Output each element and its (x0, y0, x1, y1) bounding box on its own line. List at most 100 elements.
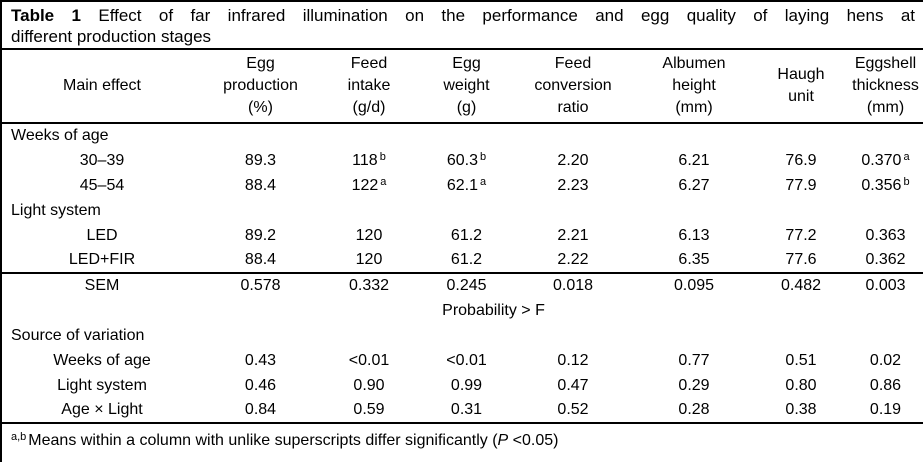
table-cell: 2.22 (557, 251, 589, 268)
table-cell: 6.35 (678, 251, 710, 268)
table-cell: 0.245 (446, 277, 487, 294)
section-row-light-system: Light system (2, 198, 923, 223)
footnote-text-end: <0.05) (508, 432, 559, 449)
table-cell: 0.99 (450, 376, 483, 394)
column-header-albumen-height: Albumen height (mm) (662, 55, 726, 116)
table-cell: 118 b (352, 150, 386, 169)
table-cell: 6.13 (678, 226, 710, 244)
section-row-weeks-of-age: Weeks of age (2, 123, 923, 148)
column-header-egg-weight: Egg weight (g) (443, 55, 490, 116)
results-table: Main effect Egg production (%) Feed intake(… (2, 48, 923, 424)
table-cell: 77.6 (785, 251, 817, 268)
table-cell: 0.51 (785, 351, 817, 369)
table-number: Table 1 (11, 6, 81, 25)
data-row-sem: SEM 0.578 0.332 0.245 0.018 0.095 0.482 … (2, 273, 923, 298)
probability-label: Probability > F (442, 301, 545, 319)
table-cell: 0.59 (353, 401, 385, 418)
footnote-superscript-marker: a,b (11, 431, 27, 443)
data-row-45-54: 45–54 88.4 122 a 62.1 a 2.23 6.27 77.9 0.3… (2, 173, 923, 198)
table-cell: 89.3 (244, 151, 277, 169)
table-cell: 76.9 (785, 151, 817, 169)
table-cell: 0.12 (557, 351, 589, 369)
table-caption: Table 1 Effect of far infrared illuminat… (2, 2, 923, 47)
table-cell: 0.19 (869, 401, 902, 418)
table-cell: 88.4 (244, 251, 277, 268)
table-cell: 2.20 (557, 151, 589, 169)
table-cell: 0.362 (865, 251, 906, 268)
data-row-led-fir: LED+FIR 88.4 120 61.2 2.22 6.35 77.6 0.3… (2, 248, 923, 273)
table-cell: 0.90 (353, 376, 385, 394)
column-header-feed-intake: Feed intake (g/d) (347, 55, 391, 116)
data-row-pvalue-weeks-of-age: Weeks of age 0.43 <0.01 <0.01 0.12 0.77 … (2, 348, 923, 373)
table-cell: 0.46 (244, 376, 277, 394)
table-cell: 122 a (351, 175, 387, 194)
table-cell: 62.1 a (446, 175, 487, 194)
table-cell: 77.2 (785, 226, 817, 244)
table-caption-text: Effect of far infrared illumination on t… (98, 6, 915, 25)
data-row-30-39: 30–39 89.3 118 b 60.3 b 2.20 6.21 76.9 0.3… (2, 148, 923, 173)
table-cell: 0.356 b (861, 175, 910, 194)
table-cell: <0.01 (446, 351, 487, 369)
row-label: Age × Light (61, 401, 143, 418)
table-cell: 6.21 (678, 151, 710, 169)
table-caption-line2: different production stages (11, 27, 212, 46)
table-cell: 0.38 (785, 401, 817, 418)
table-footnote: a,b Means within a column with unlike sup… (2, 424, 923, 450)
column-header-haugh-unit: Haugh unit (777, 66, 825, 105)
table-cell: 120 (355, 251, 383, 268)
row-label: LED+FIR (68, 251, 136, 268)
table-cell: 0.77 (678, 351, 710, 369)
footnote-p-symbol: P (497, 432, 509, 449)
section-label: Source of variation (11, 326, 145, 344)
section-row-source-of-variation: Source of variation (2, 323, 923, 348)
table-cell: 0.578 (240, 277, 281, 294)
superscript: a (480, 175, 487, 188)
table-cell: 0.363 (865, 226, 906, 244)
table-cell: 0.003 (865, 277, 906, 294)
table-cell: 2.21 (557, 226, 589, 244)
probability-spanner-row: Probability > F (2, 298, 923, 323)
superscript: a (380, 175, 387, 188)
table-cell: 120 (355, 226, 383, 244)
table-cell: 89.2 (244, 226, 277, 244)
table-cell: 0.86 (869, 376, 902, 394)
superscript: b (480, 150, 487, 163)
row-label: Light system (57, 376, 147, 394)
table-cell: 0.31 (450, 401, 483, 418)
data-row-led: LED 89.2 120 61.2 2.21 6.13 77.2 0.363 (2, 223, 923, 248)
footnote-text: Means within a column with unlike supers… (28, 432, 498, 449)
table-cell: 2.23 (557, 176, 589, 194)
table-caption-line1: Table 1 Effect of far infrared illuminat… (11, 5, 915, 26)
table-cell: 0.52 (557, 401, 589, 418)
column-header-feed-conversion-ratio: Feed conversion ratio (534, 55, 612, 116)
table-cell: 77.9 (785, 176, 817, 194)
superscript: a (903, 150, 910, 163)
table-cell: 61.2 (450, 251, 483, 268)
table-cell: 0.095 (673, 277, 715, 294)
superscript: b (903, 175, 910, 188)
column-header-main-effect: Main effect (63, 77, 141, 94)
superscript: b (379, 150, 386, 163)
table-cell: 0.28 (678, 401, 710, 418)
table-cell: 88.4 (244, 176, 277, 194)
table-cell: 0.43 (244, 351, 277, 369)
table-cell: 0.80 (785, 376, 817, 394)
table-cell: 0.482 (780, 277, 822, 294)
data-row-pvalue-age-x-light: Age × Light 0.84 0.59 0.31 0.52 0.28 0.3… (2, 398, 923, 423)
table-cell: 60.3 b (446, 150, 487, 169)
table-cell: <0.01 (348, 351, 390, 369)
table-cell: 61.2 (450, 226, 483, 244)
table-cell: 0.29 (678, 376, 710, 394)
column-header-egg-production: Egg production (%) (223, 55, 298, 116)
table-cell: 0.47 (557, 376, 589, 394)
header-row: Main effect Egg production (%) Feed intake(… (2, 49, 923, 123)
table-cell: 0.018 (552, 277, 594, 294)
section-label: Light system (11, 201, 101, 219)
table-cell: 0.02 (869, 351, 902, 369)
column-header-eggshell-thickness: Eggshell thickness (mm) (852, 55, 919, 116)
row-label: Weeks of age (53, 351, 151, 369)
data-row-pvalue-light-system: Light system 0.46 0.90 0.99 0.47 0.29 0.… (2, 373, 923, 398)
section-label: Weeks of age (11, 127, 109, 144)
row-label: 45–54 (79, 176, 125, 194)
